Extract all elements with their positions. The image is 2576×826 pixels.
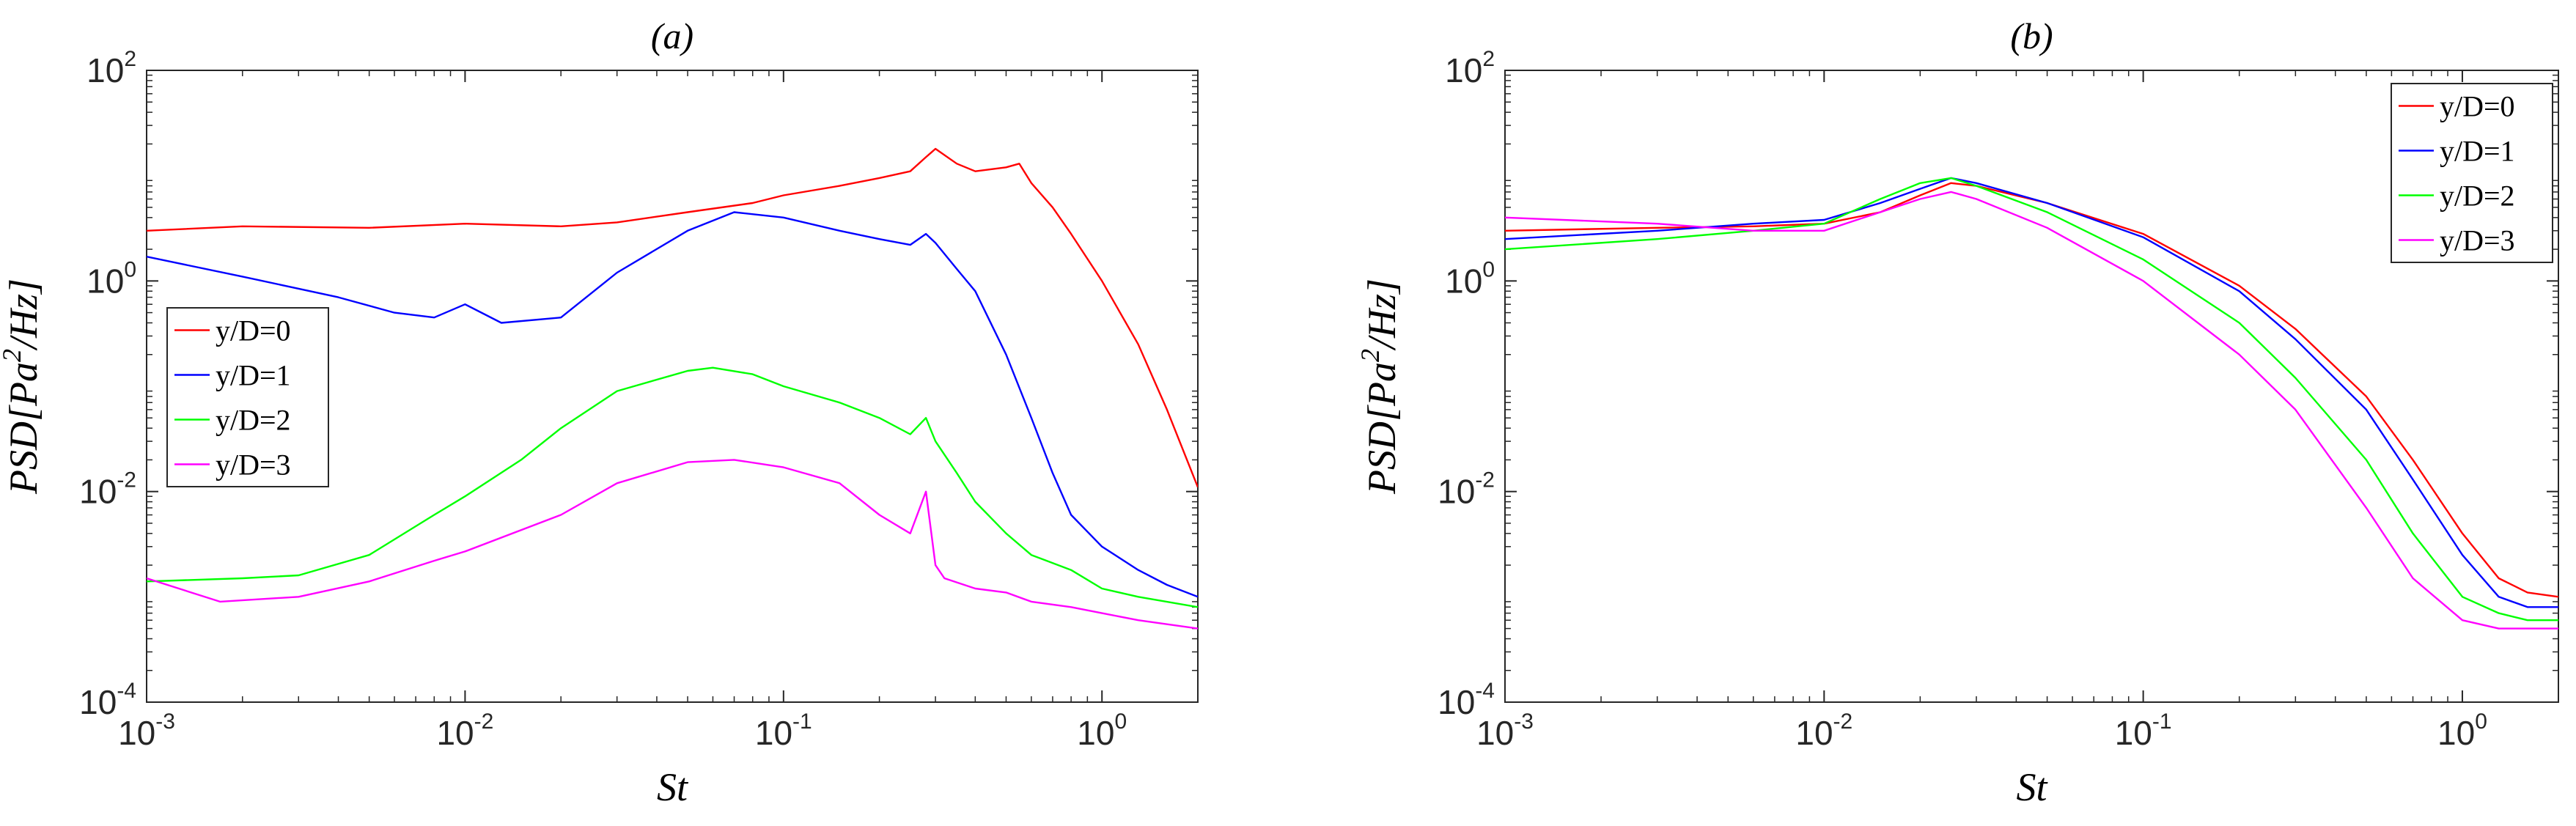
x-tick-exponent: -1: [792, 709, 812, 734]
y-tick-exponent: 0: [1482, 257, 1495, 281]
x-tick-base: 10: [436, 714, 474, 752]
legend-label: y/D=2: [2440, 180, 2515, 213]
y-tick-exponent: -4: [1475, 679, 1495, 703]
x-axis-label: St: [2016, 765, 2048, 809]
x-axis-label: St: [657, 765, 689, 809]
legend-box: [2391, 83, 2553, 263]
x-tick-label: 10-2: [436, 709, 493, 752]
y-tick-label: 102: [1445, 47, 1495, 89]
legend-label: y/D=1: [216, 359, 291, 392]
series-line-y/D=2: [1505, 177, 2558, 622]
y-tick-label: 10-4: [79, 679, 136, 721]
series-line-y/D=2: [147, 366, 1198, 608]
y-axis-label: PSD[Pa2/Hz]: [0, 279, 45, 495]
x-tick-base: 10: [2437, 714, 2475, 752]
x-tick-base: 10: [1795, 714, 1833, 752]
series-line-y/D=3: [147, 459, 1198, 630]
y-tick-label: 10-4: [1438, 679, 1495, 721]
chart-title: (a): [651, 15, 693, 56]
y-tick-label: 102: [87, 47, 136, 89]
minor-ticks: [1505, 70, 2559, 702]
series-line-y/D=3: [1505, 191, 2558, 630]
y-tick-label: 10-2: [79, 468, 136, 511]
y-tick-base: 10: [1445, 262, 1482, 300]
x-tick-label: 100: [1077, 709, 1127, 752]
y-tick-label: 10-2: [1438, 468, 1495, 511]
x-tick-exponent: 0: [2475, 709, 2487, 734]
x-tick-base: 10: [118, 714, 155, 752]
y-tick-exponent: 2: [124, 47, 136, 71]
y-tick-base: 10: [1438, 473, 1475, 511]
y-tick-base: 10: [1438, 683, 1475, 721]
legend-box: [166, 307, 329, 487]
series-line-y/D=1: [1505, 177, 2558, 608]
y-tick-exponent: 0: [124, 257, 136, 281]
y-tick-label: 100: [1445, 257, 1495, 300]
x-tick-label: 10-2: [1795, 709, 1852, 752]
legend-label: y/D=0: [216, 314, 291, 347]
y-tick-exponent: -2: [117, 468, 136, 493]
x-tick-exponent: -3: [1514, 709, 1534, 734]
series-line-y/D=0: [147, 147, 1198, 488]
y-tick-label: 100: [87, 257, 136, 300]
series-group: [147, 147, 1198, 630]
y-tick-base: 10: [1445, 51, 1482, 89]
y-tick-base: 10: [87, 262, 124, 300]
x-tick-exponent: -2: [1833, 709, 1853, 734]
chart-title: (b): [2010, 15, 2053, 56]
legend-label: y/D=2: [216, 404, 291, 437]
x-tick-label: 10-3: [118, 709, 175, 752]
panel-b: 10-3 10-2 10-1 10010-410-2100102(b)StPSD[Pa…: [1355, 15, 2559, 809]
series-line-y/D=1: [147, 211, 1198, 598]
legend-label: y/D=3: [2440, 224, 2515, 257]
y-tick-exponent: -2: [1475, 468, 1495, 493]
y-axis-label: PSD[Pa2/Hz]: [1355, 279, 1404, 495]
legend-label: y/D=1: [2440, 135, 2515, 168]
y-tick-exponent: -4: [117, 679, 136, 703]
legend-label: y/D=3: [216, 449, 291, 482]
x-tick-label: 10-1: [2115, 709, 2172, 752]
x-tick-base: 10: [2115, 714, 2152, 752]
x-tick-exponent: -2: [474, 709, 494, 734]
x-tick-base: 10: [755, 714, 792, 752]
y-tick-base: 10: [87, 51, 124, 89]
y-tick-base: 10: [79, 683, 117, 721]
y-tick-exponent: 2: [1482, 47, 1495, 71]
y-tick-base: 10: [79, 473, 117, 511]
minor-ticks: [147, 70, 1199, 702]
x-tick-exponent: -3: [155, 709, 175, 734]
legend-label: y/D=0: [2440, 90, 2515, 123]
axes-box: [1504, 70, 2559, 703]
legend: y/D=0 y/D=1 y/D=2 y/D=3: [166, 307, 329, 487]
x-tick-label: 10-1: [755, 709, 812, 752]
x-tick-base: 10: [1077, 714, 1114, 752]
panel-a: 10-3 10-2 10-1 10010-410-2100102(a)StPSD[Pa…: [0, 15, 1199, 809]
legend: y/D=0 y/D=1 y/D=2 y/D=3: [2391, 83, 2553, 263]
x-tick-exponent: 0: [1114, 709, 1127, 734]
x-tick-label: 100: [2437, 709, 2487, 752]
series-group: [1505, 177, 2558, 630]
x-tick-exponent: -1: [2152, 709, 2172, 734]
x-tick-label: 10-3: [1476, 709, 1534, 752]
x-tick-base: 10: [1476, 714, 1514, 752]
